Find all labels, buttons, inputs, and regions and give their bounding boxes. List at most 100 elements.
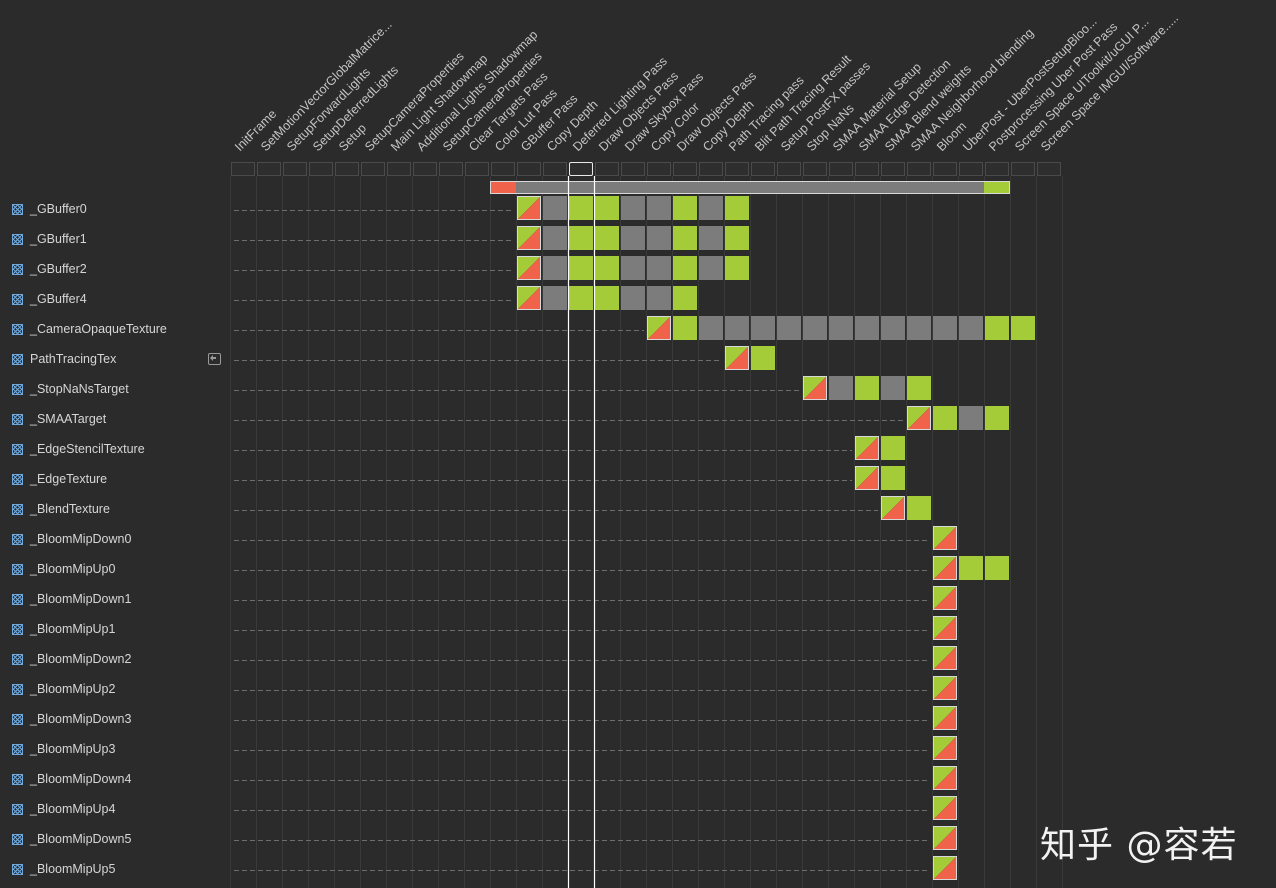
write-cell	[673, 286, 697, 310]
backbuffer-cell	[594, 181, 620, 193]
pass-column-header[interactable]	[543, 162, 567, 176]
pass-column-header[interactable]	[361, 162, 385, 176]
pass-column-header[interactable]	[569, 162, 593, 176]
resource-row[interactable]: _BloomMipDown5	[0, 825, 228, 855]
create-cell-outline	[517, 196, 541, 220]
create-cell	[517, 286, 541, 310]
resource-row[interactable]: _BloomMipUp4	[0, 795, 228, 825]
pass-column-header[interactable]	[1037, 162, 1061, 176]
pass-column-header[interactable]	[881, 162, 905, 176]
texture-icon	[12, 864, 23, 875]
resource-name: _BlendTexture	[30, 502, 110, 516]
resource-name: _BloomMipUp4	[30, 802, 116, 816]
pass-column-header[interactable]	[647, 162, 671, 176]
backbuffer-cell	[516, 181, 542, 193]
resource-name: _GBuffer4	[30, 292, 87, 306]
pass-column-header[interactable]	[231, 162, 255, 176]
resource-row[interactable]: _BloomMipDown3	[0, 705, 228, 735]
pass-column-header[interactable]	[413, 162, 437, 176]
pass-column-header[interactable]	[933, 162, 957, 176]
pass-column-header[interactable]	[465, 162, 489, 176]
create-cell	[725, 346, 749, 370]
resource-row[interactable]: _BloomMipDown0	[0, 525, 228, 555]
resource-name: _BloomMipDown5	[30, 832, 132, 846]
pass-column-header[interactable]	[439, 162, 463, 176]
resource-row[interactable]: _GBuffer0	[0, 195, 228, 225]
texture-icon	[12, 534, 23, 545]
pass-column-header[interactable]	[673, 162, 697, 176]
create-cell	[933, 766, 957, 790]
read-cell	[543, 256, 567, 280]
pass-column-header[interactable]	[283, 162, 307, 176]
resource-row[interactable]: PathTracingTex	[0, 345, 228, 375]
pass-column-header[interactable]	[751, 162, 775, 176]
backbuffer-cell	[672, 181, 698, 193]
create-cell-outline	[517, 226, 541, 250]
pass-column-header[interactable]	[1011, 162, 1035, 176]
pass-column-header[interactable]	[725, 162, 749, 176]
create-cell	[933, 586, 957, 610]
pass-column-header[interactable]	[491, 162, 515, 176]
write-cell	[673, 226, 697, 250]
pass-column-header[interactable]	[855, 162, 879, 176]
resource-row[interactable]: _BloomMipUp3	[0, 735, 228, 765]
resource-row[interactable]: _BloomMipDown2	[0, 645, 228, 675]
read-cell	[725, 316, 749, 340]
backbuffer-cell	[568, 181, 594, 193]
create-cell-outline	[933, 586, 957, 610]
pass-column-header[interactable]	[829, 162, 853, 176]
resource-name: _GBuffer1	[30, 232, 87, 246]
resource-row[interactable]: _BloomMipUp0	[0, 555, 228, 585]
texture-icon	[12, 384, 23, 395]
resource-row[interactable]: _EdgeTexture	[0, 465, 228, 495]
resource-row[interactable]: _BlendTexture	[0, 495, 228, 525]
read-cell	[647, 196, 671, 220]
create-cell-outline	[933, 556, 957, 580]
read-cell	[803, 316, 827, 340]
pass-column-header[interactable]	[699, 162, 723, 176]
read-cell	[647, 256, 671, 280]
resource-row[interactable]: _GBuffer2	[0, 255, 228, 285]
resource-row[interactable]: _BloomMipDown4	[0, 765, 228, 795]
read-cell	[699, 256, 723, 280]
pass-column-header[interactable]	[517, 162, 541, 176]
create-cell-outline	[933, 856, 957, 880]
pass-column-header[interactable]	[959, 162, 983, 176]
write-cell	[881, 466, 905, 490]
resource-row[interactable]: _BloomMipUp5	[0, 855, 228, 885]
resource-row[interactable]: _CameraOpaqueTexture	[0, 315, 228, 345]
pass-column-header[interactable]	[595, 162, 619, 176]
resource-row[interactable]: _BloomMipUp2	[0, 675, 228, 705]
write-cell	[907, 496, 931, 520]
resource-row[interactable]: _BloomMipDown1	[0, 585, 228, 615]
resource-row[interactable]: _BloomMipUp1	[0, 615, 228, 645]
pass-column-header[interactable]	[335, 162, 359, 176]
pass-column-header[interactable]	[387, 162, 411, 176]
pass-column-header[interactable]	[777, 162, 801, 176]
create-cell-outline	[517, 286, 541, 310]
resource-name: _BloomMipDown1	[30, 592, 132, 606]
write-cell	[569, 256, 593, 280]
resource-name: PathTracingTex	[30, 352, 117, 366]
create-cell	[517, 196, 541, 220]
pass-column-header[interactable]	[907, 162, 931, 176]
resource-row[interactable]: _EdgeStencilTexture	[0, 435, 228, 465]
resource-row[interactable]: _GBuffer4	[0, 285, 228, 315]
resource-row[interactable]: _SMAATarget	[0, 405, 228, 435]
create-cell-outline	[855, 466, 879, 490]
backbuffer-cell	[958, 181, 984, 193]
pass-column-header[interactable]	[985, 162, 1009, 176]
texture-icon	[12, 594, 23, 605]
pass-column-header[interactable]	[803, 162, 827, 176]
resource-row[interactable]: _StopNaNsTarget	[0, 375, 228, 405]
pass-column-header[interactable]	[309, 162, 333, 176]
create-cell	[517, 256, 541, 280]
watermark: 知乎 @容若	[1040, 825, 1238, 866]
write-cell	[907, 376, 931, 400]
read-cell	[543, 196, 567, 220]
resource-row[interactable]: _GBuffer1	[0, 225, 228, 255]
texture-icon	[12, 204, 23, 215]
pass-column-header[interactable]	[621, 162, 645, 176]
backbuffer-cell	[828, 181, 854, 193]
pass-column-header[interactable]	[257, 162, 281, 176]
